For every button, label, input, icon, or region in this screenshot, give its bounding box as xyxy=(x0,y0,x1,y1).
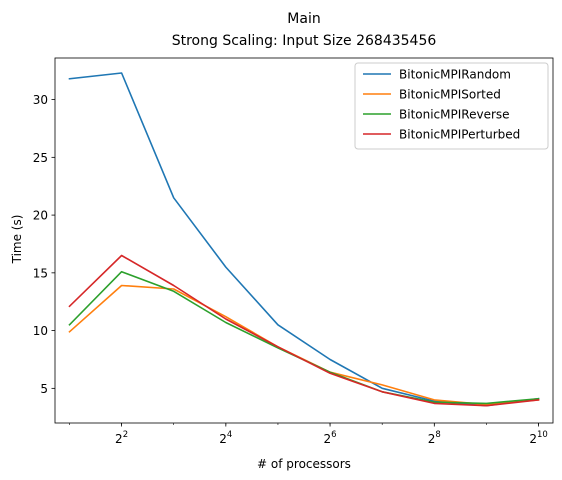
series-line-3 xyxy=(68,254,540,407)
x-tick-label: 28 xyxy=(428,430,441,446)
x-tick-label: 24 xyxy=(219,430,232,446)
legend-label-3: BitonicMPIPerturbed xyxy=(399,128,520,142)
x-tick-label: 210 xyxy=(529,430,547,446)
y-tick-label: 20 xyxy=(33,209,48,223)
legend-label-0: BitonicMPIRandom xyxy=(399,68,511,82)
series-line-2 xyxy=(68,270,540,405)
x-axis: 22 24 26 28 210 xyxy=(69,423,548,446)
y-axis-label: Time (s) xyxy=(10,215,24,265)
y-tick-label: 25 xyxy=(33,151,48,165)
legend-label-2: BitonicMPIReverse xyxy=(399,108,510,122)
chart-title: Main xyxy=(287,11,320,27)
x-axis-label: # of processors xyxy=(257,457,351,471)
y-axis: 5 10 15 20 25 30 xyxy=(33,93,55,396)
legend-box xyxy=(354,62,549,150)
series-line-1 xyxy=(68,284,540,406)
legend: BitonicMPIRandom BitonicMPISorted BitonicM… xyxy=(354,62,549,150)
plot-frame xyxy=(54,57,554,424)
chart-subtitle: Strong Scaling: Input Size 268435456 xyxy=(172,33,437,49)
x-tick-label: 22 xyxy=(115,430,128,446)
legend-label-1: BitonicMPISorted xyxy=(399,88,501,102)
y-tick-label: 15 xyxy=(33,266,48,280)
x-tick-label: 26 xyxy=(324,430,337,446)
plot-area xyxy=(54,57,554,424)
y-tick-label: 10 xyxy=(33,324,48,338)
y-tick-label: 30 xyxy=(33,93,48,107)
y-tick-label: 5 xyxy=(40,382,48,396)
